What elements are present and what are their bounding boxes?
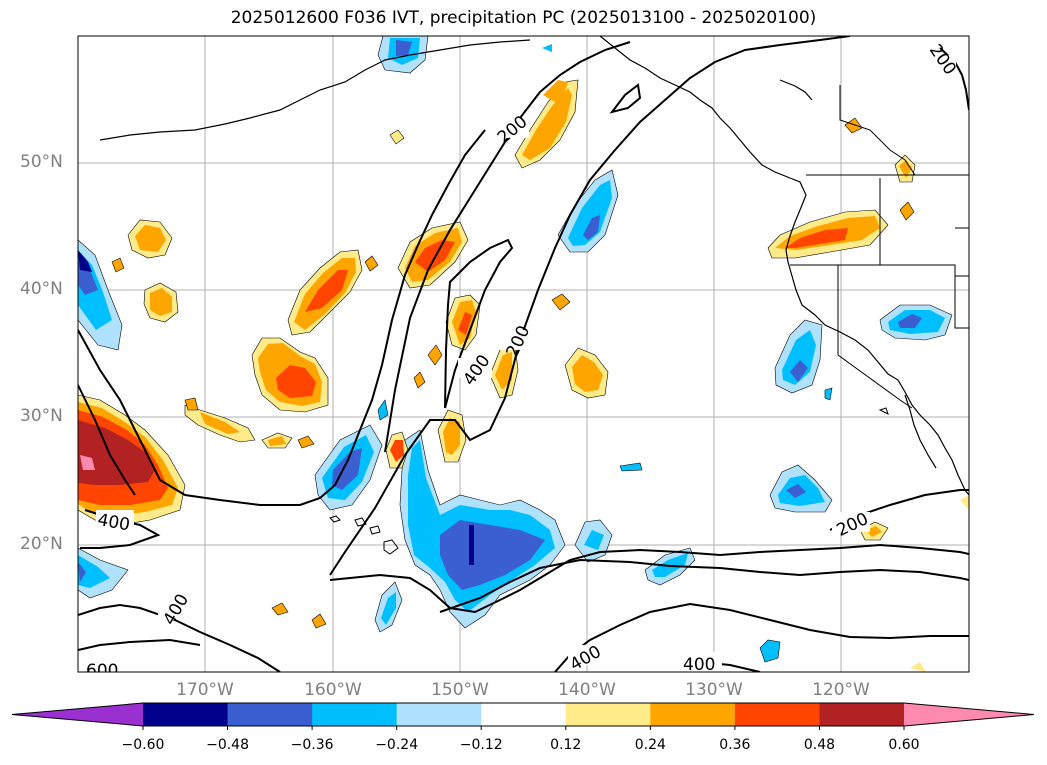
colorbar-segment <box>565 703 651 726</box>
colorbar-tick-label: −0.12 <box>459 737 503 753</box>
colorbar-segment <box>227 703 313 726</box>
lon-label-160w: 160°W <box>304 680 362 700</box>
lon-label-140w: 140°W <box>558 680 616 700</box>
colorbar-tick-label: −0.60 <box>121 737 165 753</box>
colorbar-segment <box>650 703 736 726</box>
colorbar-tick-label: 0.36 <box>719 737 751 753</box>
lon-label-170w: 170°W <box>176 680 234 700</box>
lat-label-20n: 20°N <box>20 534 63 554</box>
colorbar-extend-min <box>12 703 143 726</box>
lat-label-40n: 40°N <box>20 279 63 299</box>
colorbar-segment <box>143 703 229 726</box>
colorbar-tick-label: −0.24 <box>375 737 419 753</box>
colorbar-extend-max <box>904 703 1034 726</box>
political-borders <box>790 85 969 409</box>
map-title: 2025012600 F036 IVT, precipitation PC (2… <box>230 8 817 28</box>
colorbar-tick-label: 0.24 <box>634 737 666 753</box>
contour-label: 600 <box>86 661 118 681</box>
colorbar-segment <box>734 703 820 726</box>
map-frame <box>77 35 970 673</box>
islands <box>329 407 889 555</box>
colorbar-tick-label: 0.12 <box>550 737 582 753</box>
negative-anomaly-field <box>78 36 953 663</box>
lon-label-120w: 120°W <box>812 680 870 700</box>
colorbar-segment <box>481 703 567 726</box>
lat-label-50n: 50°N <box>20 152 63 172</box>
positive-anomaly-field <box>78 79 969 672</box>
colorbar-tick-label: 0.60 <box>888 737 920 753</box>
colorbar-tick-label: −0.48 <box>206 737 249 753</box>
lon-label-130w: 130°W <box>685 680 743 700</box>
coastlines <box>99 36 969 496</box>
colorbar-tick-label: 0.48 <box>803 737 836 753</box>
colorbar-segment <box>312 703 398 726</box>
colorbar-segment <box>819 703 905 726</box>
contour-label: 400 <box>683 655 715 675</box>
lat-label-30n: 30°N <box>20 406 63 426</box>
colorbar-segment <box>396 703 482 726</box>
colorbar <box>11 702 1035 730</box>
colorbar-tick-label: −0.36 <box>290 737 334 753</box>
ivt-contours <box>78 36 969 672</box>
lon-label-150w: 150°W <box>431 680 489 700</box>
